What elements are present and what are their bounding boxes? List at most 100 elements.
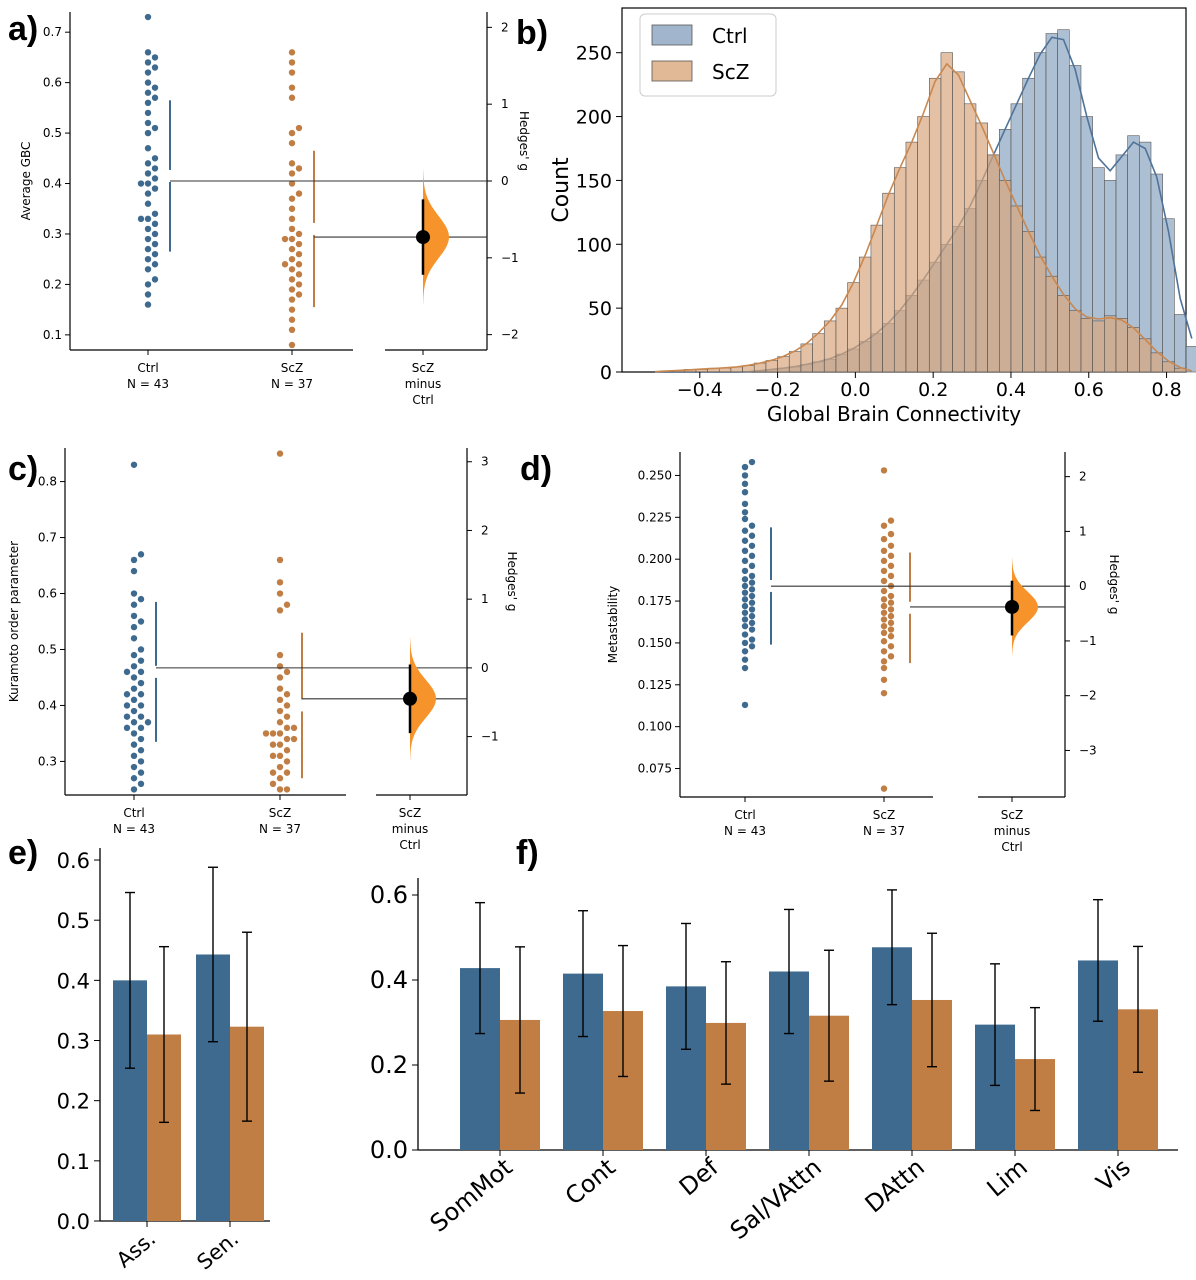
y-tick-label: 0.3 [57, 1030, 90, 1054]
y-tick-label: 0.0 [57, 1210, 90, 1234]
x-tick-label: SomMot [425, 1153, 518, 1238]
data-point [137, 735, 145, 743]
data-point [276, 685, 284, 692]
data-point [151, 276, 159, 283]
y-axis-label: Count [549, 157, 574, 223]
data-point [288, 170, 296, 177]
data-point [123, 691, 131, 698]
data-point [151, 220, 159, 228]
data-point [276, 741, 284, 748]
histogram-bar [998, 180, 1012, 373]
histogram-bar [1022, 231, 1035, 373]
legend-swatch [651, 60, 693, 82]
data-point [880, 785, 888, 792]
data-point [288, 84, 296, 91]
data-point [288, 326, 296, 334]
data-point [137, 702, 145, 709]
data-point [123, 724, 131, 732]
y-tick-label: 0.150 [638, 636, 672, 650]
data-point [130, 685, 138, 692]
data-point [887, 542, 895, 549]
histogram-bar [905, 141, 918, 373]
data-point [288, 49, 296, 56]
data-point [151, 261, 159, 268]
panel-a: a) 0.1 0.2 0.3 0.4 0.5 0.6 0.7 Average GBC −2 −1 0 1… [8, 10, 531, 407]
y2-tick-label: 2 [1079, 470, 1087, 484]
data-point [741, 664, 749, 672]
data-point [880, 547, 888, 555]
data-point [741, 602, 749, 610]
data-point [288, 195, 296, 202]
histogram-bar [870, 224, 883, 373]
y-tick-label: 0.175 [638, 594, 672, 608]
data-point [151, 210, 159, 217]
data-point [283, 747, 291, 754]
data-point [880, 689, 888, 697]
data-point [283, 713, 291, 720]
y-tick-label: 100 [576, 234, 612, 256]
group-n-label: N = 37 [259, 822, 301, 836]
histogram-bar [823, 320, 837, 373]
data-point [151, 124, 159, 132]
data-point [741, 648, 749, 655]
data-point [741, 515, 749, 523]
data-point [887, 643, 895, 650]
data-point [288, 139, 296, 147]
effect-size-point [1005, 599, 1019, 614]
histogram-bar [847, 282, 860, 373]
data-point [880, 664, 888, 672]
data-point [130, 730, 138, 737]
data-point [880, 658, 888, 665]
data-point [137, 724, 145, 732]
data-point [151, 185, 159, 192]
data-point [130, 461, 138, 468]
data-point [295, 261, 303, 268]
x-axis-label: Global Brain Connectivity [767, 402, 1021, 426]
data-point [123, 713, 131, 720]
data-point [269, 752, 277, 760]
y2-tick-label: −1 [1079, 634, 1097, 648]
data-point [748, 579, 756, 586]
data-point [144, 13, 152, 21]
x-tick-label: 0.2 [918, 379, 948, 401]
y2-tick-label: 1 [1079, 524, 1087, 538]
data-point [283, 668, 291, 676]
data-point [283, 769, 291, 776]
group-label: ScZ [873, 808, 895, 822]
data-point [130, 651, 138, 659]
data-point [137, 657, 145, 664]
data-point [880, 557, 888, 565]
y2-axis-label: Hedges' g [505, 551, 519, 611]
x-tick-label: Cont [560, 1153, 621, 1210]
data-point [276, 696, 284, 704]
data-point [880, 535, 888, 543]
data-point [151, 240, 159, 248]
data-point [288, 205, 296, 212]
data-point [288, 160, 296, 167]
data-point [887, 592, 895, 600]
x-tick-label: Vis [1091, 1153, 1136, 1197]
group-label: ScZ [281, 361, 303, 375]
data-point [748, 458, 756, 466]
data-point [288, 341, 296, 349]
legend-label: Ctrl [712, 24, 748, 48]
y2-axis-label: Hedges' g [517, 111, 531, 171]
y2-tick-label: 2 [501, 20, 509, 34]
data-point [137, 618, 145, 625]
data-point [276, 674, 284, 681]
group-label: ScZ [269, 806, 291, 820]
data-point [281, 261, 289, 268]
data-point [880, 596, 888, 603]
data-point [276, 450, 284, 457]
data-point [144, 235, 152, 243]
data-point [276, 707, 284, 715]
data-point [276, 579, 284, 586]
y2-tick-label: −1 [501, 251, 519, 265]
data-point [283, 702, 291, 709]
histogram-bar [1104, 315, 1117, 373]
diff-label: Ctrl [412, 393, 433, 407]
data-point [288, 296, 296, 303]
x-tick-label: DAttn [860, 1153, 930, 1218]
data-point [130, 786, 138, 793]
histogram-bar [1057, 295, 1070, 373]
